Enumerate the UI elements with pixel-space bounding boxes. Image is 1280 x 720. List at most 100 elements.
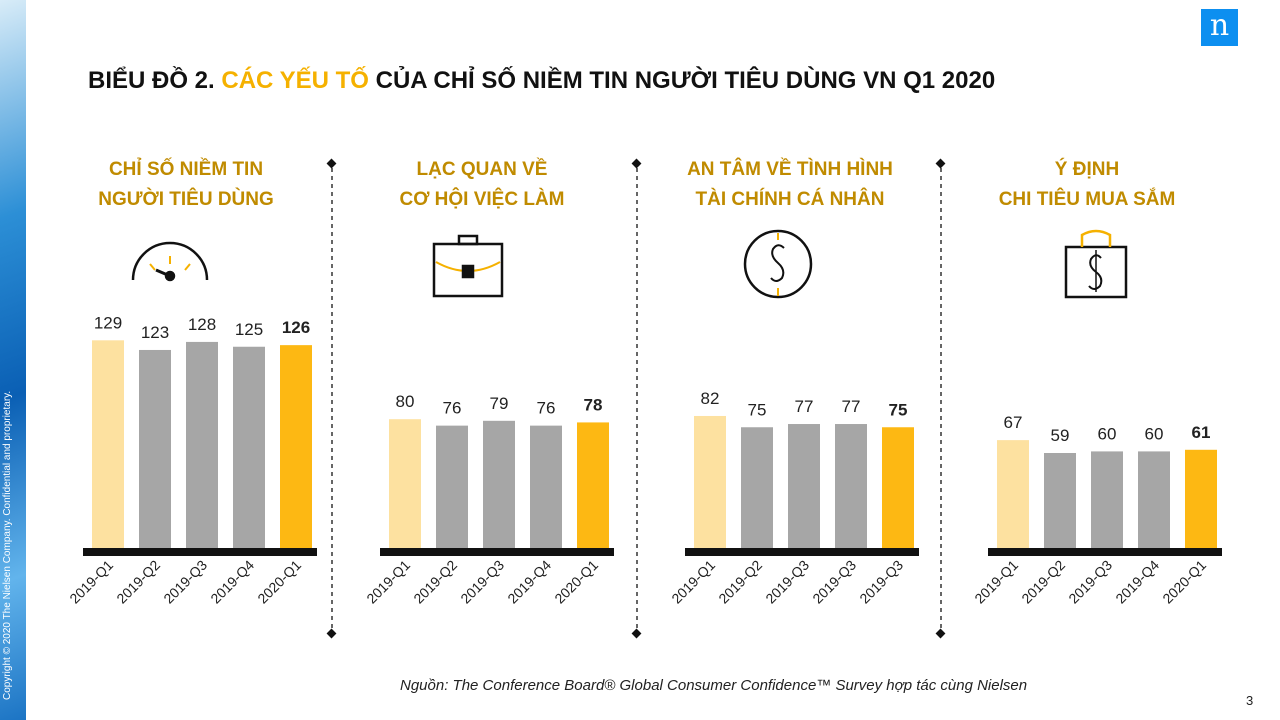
baseline — [83, 548, 317, 556]
diamond-marker — [631, 158, 642, 169]
x-tick-label: 2019-Q3 — [762, 557, 812, 607]
data-label: 75 — [889, 400, 908, 419]
briefcase-icon — [432, 234, 504, 298]
source-note: Nguồn: The Conference Board® Global Cons… — [400, 677, 1028, 694]
title-part-3: CỦA CHỈ SỐ NIỀM TIN NGƯỜI TIÊU DÙNG VN Q… — [368, 67, 996, 94]
data-label: 61 — [1192, 423, 1211, 442]
data-label: 75 — [748, 400, 767, 419]
baseline — [988, 548, 1222, 556]
bar-chart-panel: 80 2019-Q1 76 2019-Q2 79 2019-Q3 76 2019-Q4 78 20… — [363, 392, 614, 607]
x-tick-label: 2019-Q2 — [715, 557, 765, 607]
baseline — [380, 548, 614, 556]
data-label: 76 — [443, 399, 462, 418]
title-part-1: BIỂU ĐỒ 2. — [88, 67, 222, 94]
data-label: 60 — [1145, 424, 1164, 443]
dollar-circle-icon — [743, 229, 813, 299]
data-label: 79 — [490, 394, 509, 413]
bar — [1044, 453, 1076, 548]
page-number: 3 — [1246, 693, 1254, 708]
panel-title-line-2: CƠ HỘI VIỆC LÀM — [399, 189, 565, 210]
shopping-bag-dollar-icon — [1064, 229, 1128, 299]
bar — [741, 427, 773, 548]
separator-diamonds — [326, 158, 946, 639]
x-tick-label: 2019-Q2 — [410, 557, 460, 607]
x-tick-label: 2019-Q3 — [160, 557, 210, 607]
bar — [835, 424, 867, 548]
x-tick-label: 2019-Q3 — [457, 557, 507, 607]
data-label: 76 — [537, 399, 556, 418]
bar — [186, 341, 218, 548]
diamond-marker — [631, 628, 642, 639]
data-label: 128 — [188, 315, 216, 334]
diamond-marker — [935, 628, 946, 639]
x-tick-label: 2019-Q1 — [971, 557, 1021, 607]
bars-layer: 129 2019-Q1 123 2019-Q2 128 2019-Q3 125 2019-Q4… — [66, 313, 1222, 607]
side-band — [0, 0, 26, 720]
bar — [483, 420, 515, 548]
panel-title-spending-intentions: Ý ĐỊNH CHI TIÊU MUA SẮM — [947, 155, 1227, 215]
data-label: 77 — [842, 397, 861, 416]
bar-chart-panel: 129 2019-Q1 123 2019-Q2 128 2019-Q3 125 2019-Q4… — [66, 313, 317, 607]
x-tick-label: 2019-Q3 — [1065, 557, 1115, 607]
bar — [1138, 451, 1170, 548]
bar — [577, 422, 609, 548]
panel-title-line-2: NGƯỜI TIÊU DÙNG — [98, 189, 274, 210]
x-tick-label: 2019-Q3 — [856, 557, 906, 607]
baseline — [685, 548, 919, 556]
gauge-icon — [131, 241, 209, 282]
bar — [882, 427, 914, 548]
x-tick-label: 2019-Q1 — [363, 557, 413, 607]
x-tick-label: 2020-Q1 — [254, 557, 304, 607]
diamond-marker — [326, 628, 337, 639]
data-label: 67 — [1004, 413, 1023, 432]
panel-title-personal-finances: AN TÂM VỀ TÌNH HÌNH TÀI CHÍNH CÁ NHÂN — [650, 155, 930, 215]
x-tick-label: 2019-Q4 — [1112, 557, 1162, 607]
bar — [280, 345, 312, 548]
data-label: 129 — [94, 313, 122, 332]
x-tick-label: 2019-Q1 — [668, 557, 718, 607]
bar — [389, 419, 421, 548]
x-tick-label: 2019-Q4 — [207, 557, 257, 607]
panel-title-line-2: CHI TIÊU MUA SẮM — [998, 189, 1176, 210]
data-label: 82 — [701, 389, 720, 408]
data-label: 80 — [396, 392, 415, 411]
data-label: 126 — [282, 318, 310, 337]
x-tick-label: 2019-Q4 — [504, 557, 554, 607]
panel-separators — [331, 168, 942, 632]
data-label: 125 — [235, 320, 263, 339]
title-highlight: CÁC YẾU TỐ — [221, 67, 369, 94]
panel-title-job-prospects: LẠC QUAN VỀ CƠ HỘI VIỆC LÀM — [342, 155, 622, 215]
bar — [694, 415, 726, 548]
bar — [233, 346, 265, 548]
nielsen-logo: n — [1201, 9, 1238, 46]
data-label: 123 — [141, 323, 169, 342]
panel-title-line-1: AN TÂM VỀ TÌNH HÌNH — [687, 159, 893, 180]
bar — [788, 424, 820, 548]
panel-title-consumer-confidence: CHỈ SỐ NIỀM TIN NGƯỜI TIÊU DÙNG — [46, 155, 326, 215]
x-tick-label: 2019-Q2 — [1018, 557, 1068, 607]
bar-chart-panel: 67 2019-Q1 59 2019-Q2 60 2019-Q3 60 2019-Q4 61 20… — [971, 413, 1222, 607]
x-tick-label: 2020-Q1 — [551, 557, 601, 607]
x-tick-label: 2020-Q1 — [1159, 557, 1209, 607]
bar — [436, 425, 468, 548]
bar — [1091, 451, 1123, 548]
data-label: 78 — [584, 395, 603, 414]
bar — [997, 440, 1029, 548]
data-label: 77 — [795, 397, 814, 416]
data-label: 59 — [1051, 426, 1070, 445]
bar — [92, 340, 124, 548]
panel-title-line-1: Ý ĐỊNH — [1054, 159, 1120, 180]
x-tick-label: 2019-Q2 — [113, 557, 163, 607]
panel-title-line-1: CHỈ SỐ NIỀM TIN — [108, 159, 264, 180]
bar — [139, 349, 171, 548]
bar-chart-panel: 82 2019-Q1 75 2019-Q2 77 2019-Q3 77 2019-Q3 75 20… — [668, 389, 919, 607]
data-label: 60 — [1098, 424, 1117, 443]
bar — [530, 425, 562, 548]
x-tick-label: 2019-Q3 — [809, 557, 859, 607]
diamond-marker — [935, 158, 946, 169]
panel-title-line-1: LẠC QUAN VỀ — [416, 159, 548, 180]
bar — [1185, 449, 1217, 548]
x-tick-label: 2019-Q1 — [66, 557, 116, 607]
diamond-marker — [326, 158, 337, 169]
